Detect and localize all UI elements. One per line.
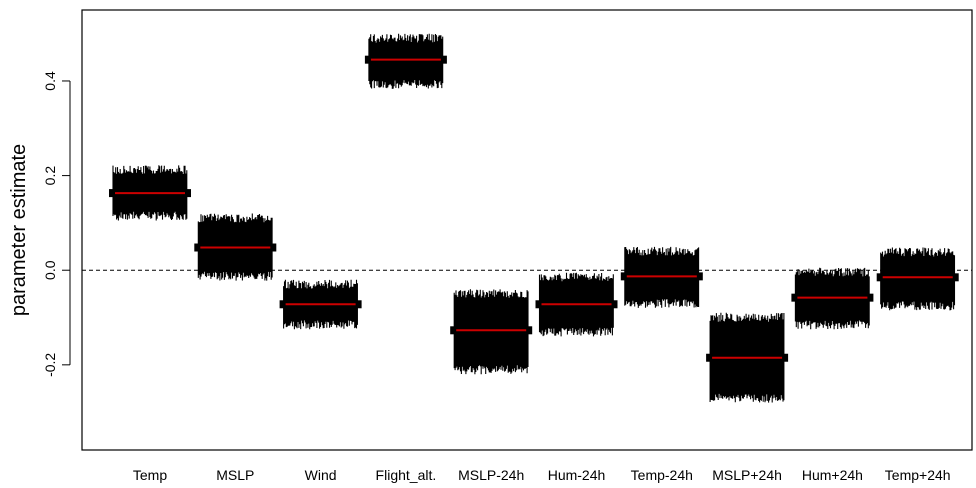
x-tick-label: Temp+24h <box>885 467 951 483</box>
y-tick-label: 0.4 <box>42 71 58 91</box>
x-tick-label: Wind <box>305 467 337 483</box>
x-tick-label: Flight_alt. <box>376 467 437 483</box>
x-tick-label: Temp-24h <box>631 467 693 483</box>
estimate-bands <box>109 33 959 403</box>
x-tick-label: Hum+24h <box>802 467 863 483</box>
y-tick-label: 0.2 <box>42 166 58 186</box>
plot-frame <box>81 9 973 451</box>
y-axis-title: parameter estimate <box>8 144 30 316</box>
x-tick-label: MSLP+24h <box>712 467 782 483</box>
x-axis-ticks: Temp MSLP Wind Flight_alt. MSLP-24h Hum-24h Te… <box>133 467 951 483</box>
y-tick-label: 0.0 <box>42 260 58 280</box>
y-tick-label: -0.2 <box>42 353 58 377</box>
x-tick-label: Temp <box>133 467 167 483</box>
x-tick-label: Hum-24h <box>548 467 606 483</box>
x-tick-label: MSLP-24h <box>458 467 524 483</box>
y-axis-ticks: -0.2 0.0 0.2 0.4 <box>42 71 70 377</box>
x-tick-label: MSLP <box>216 467 254 483</box>
